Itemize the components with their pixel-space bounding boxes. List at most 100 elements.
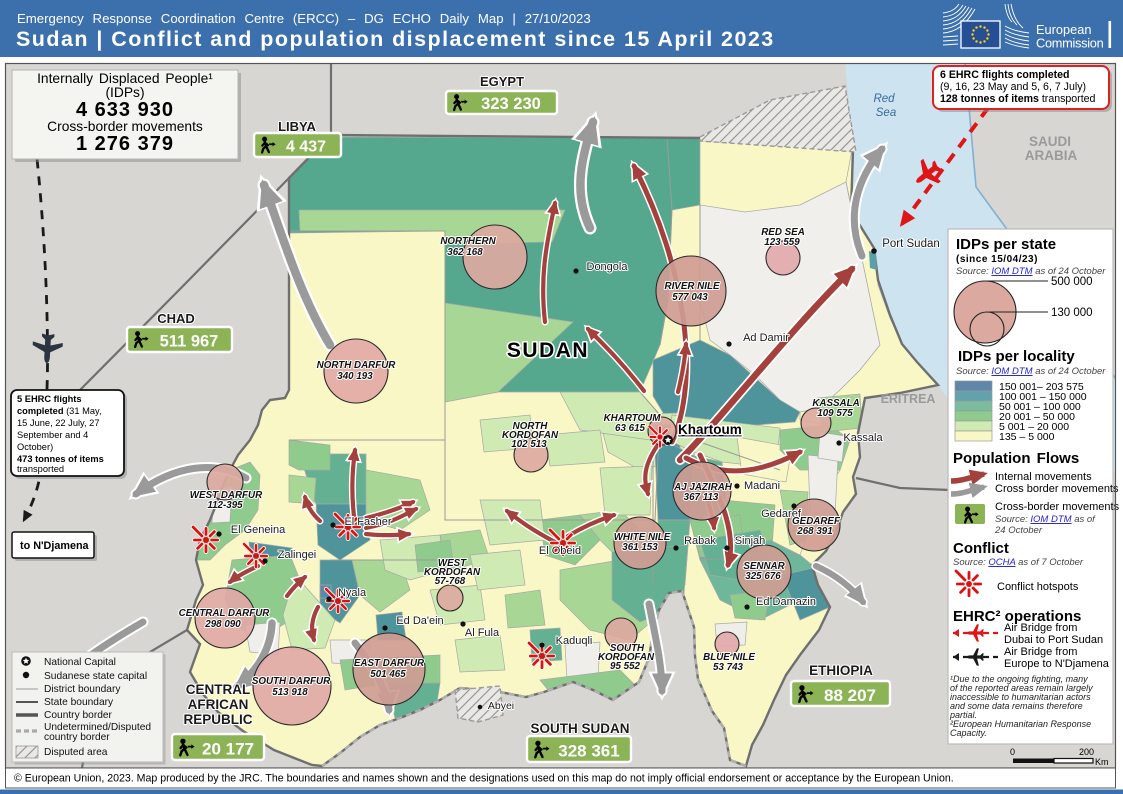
svg-text:Emergency Response Coordinatio: Emergency Response Coordination Centre (… bbox=[17, 11, 591, 26]
svg-text:El Fasher: El Fasher bbox=[344, 516, 391, 528]
svg-text:RIVER NILE: RIVER NILE bbox=[665, 281, 720, 292]
svg-text:340 193: 340 193 bbox=[337, 371, 373, 382]
svg-text:53 743: 53 743 bbox=[713, 662, 744, 673]
svg-text:Al Fula: Al Fula bbox=[465, 627, 500, 639]
svg-text:268 391: 268 391 bbox=[796, 526, 832, 537]
svg-text:367 113: 367 113 bbox=[684, 492, 719, 503]
svg-text:transported: transported bbox=[17, 464, 64, 474]
svg-text:95 552: 95 552 bbox=[610, 661, 641, 672]
svg-text:(since 15/04/23): (since 15/04/23) bbox=[956, 254, 1038, 265]
svg-text:EAST DARFUR: EAST DARFUR bbox=[354, 658, 425, 669]
svg-text:328 361: 328 361 bbox=[558, 742, 619, 761]
svg-text:SOUTH: SOUTH bbox=[610, 643, 645, 654]
svg-text:WEST DARFUR: WEST DARFUR bbox=[190, 490, 263, 501]
svg-text:50 001 – 100 000: 50 001 – 100 000 bbox=[999, 401, 1081, 413]
svg-text:Country border: Country border bbox=[44, 710, 113, 721]
svg-text:District boundary: District boundary bbox=[44, 684, 121, 695]
svg-text:325 676: 325 676 bbox=[745, 571, 781, 582]
svg-text:20 177: 20 177 bbox=[202, 740, 254, 759]
svg-text:577 043: 577 043 bbox=[672, 292, 708, 303]
svg-text:NORTH: NORTH bbox=[513, 421, 549, 432]
svg-text:298 090: 298 090 bbox=[204, 619, 241, 630]
svg-text:123 559: 123 559 bbox=[764, 237, 800, 248]
svg-text:361 153: 361 153 bbox=[622, 542, 658, 553]
svg-text:Undetermined/Disputed: Undetermined/Disputed bbox=[44, 722, 151, 733]
svg-text:Kassala: Kassala bbox=[843, 432, 883, 444]
svg-text:Km: Km bbox=[1095, 757, 1109, 767]
svg-text:128 tonnes of items transporte: 128 tonnes of items transported bbox=[940, 93, 1096, 105]
svg-text:European: European bbox=[1036, 22, 1092, 37]
svg-text:Air Bridge from: Air Bridge from bbox=[1004, 646, 1077, 658]
svg-text:SUDAN: SUDAN bbox=[507, 339, 589, 362]
svg-text:Ed Da'ein: Ed Da'ein bbox=[396, 615, 443, 627]
svg-text:October): October) bbox=[17, 442, 53, 452]
svg-text:112-395: 112-395 bbox=[207, 500, 243, 511]
svg-text:Internally Displaced People¹: Internally Displaced People¹ bbox=[37, 71, 213, 86]
svg-text:Source: IOM DTM as of: Source: IOM DTM as of bbox=[995, 514, 1096, 525]
svg-text:24 October: 24 October bbox=[994, 525, 1043, 536]
svg-text:WEST: WEST bbox=[438, 558, 467, 569]
svg-text:SOUTH DARFUR: SOUTH DARFUR bbox=[252, 676, 331, 687]
svg-text:Cross border movements: Cross border movements bbox=[995, 483, 1119, 495]
svg-text:Abyei: Abyei bbox=[488, 700, 514, 712]
svg-text:150 001– 203 575: 150 001– 203 575 bbox=[999, 381, 1084, 393]
svg-text:CENTRAL: CENTRAL bbox=[186, 682, 251, 697]
svg-text:Gedaref: Gedaref bbox=[761, 508, 802, 520]
svg-text:BLUE NILE: BLUE NILE bbox=[703, 652, 755, 663]
svg-text:0: 0 bbox=[1010, 747, 1015, 757]
svg-text:100 001 – 150 000: 100 001 – 150 000 bbox=[999, 391, 1087, 403]
svg-text:LIBYA: LIBYA bbox=[278, 119, 316, 134]
svg-text:500 000: 500 000 bbox=[1051, 276, 1093, 288]
svg-text:Disputed area: Disputed area bbox=[44, 747, 108, 758]
svg-text:473 tonnes of items: 473 tonnes of items bbox=[17, 454, 104, 464]
svg-text:Kaduqli: Kaduqli bbox=[556, 635, 593, 647]
svg-text:AJ JAZIRAH: AJ JAZIRAH bbox=[673, 482, 733, 493]
svg-text:El Geneina: El Geneina bbox=[231, 524, 286, 536]
svg-text:15 June, 22 July, 27: 15 June, 22 July, 27 bbox=[17, 418, 100, 428]
svg-text:200: 200 bbox=[1079, 747, 1094, 757]
svg-text:GEDAREF: GEDAREF bbox=[792, 516, 841, 527]
svg-text:KASSALA: KASSALA bbox=[812, 398, 859, 409]
svg-text:NORTH DARFUR: NORTH DARFUR bbox=[317, 360, 397, 371]
svg-text:completed (31 May,: completed (31 May, bbox=[17, 406, 102, 416]
svg-text:Zalingei: Zalingei bbox=[278, 549, 317, 561]
svg-text:Cross-border movements: Cross-border movements bbox=[995, 501, 1120, 513]
svg-text:Commission: Commission bbox=[1036, 36, 1104, 51]
svg-text:IDPs per locality: IDPs per locality bbox=[958, 348, 1075, 365]
svg-text:NORTHERN: NORTHERN bbox=[440, 236, 496, 247]
svg-text:EGYPT: EGYPT bbox=[480, 74, 524, 89]
svg-text:KORDOFAN: KORDOFAN bbox=[502, 430, 559, 441]
svg-text:Red: Red bbox=[873, 93, 895, 105]
svg-text:362 168: 362 168 bbox=[447, 247, 483, 258]
svg-text:REPUBLIC: REPUBLIC bbox=[183, 712, 252, 727]
svg-text:SOUTH SUDAN: SOUTH SUDAN bbox=[530, 721, 629, 736]
svg-text:ETHIOPIA: ETHIOPIA bbox=[809, 663, 873, 678]
svg-text:Khartoum: Khartoum bbox=[678, 422, 742, 437]
svg-text:KORDOFAN: KORDOFAN bbox=[598, 652, 655, 663]
svg-text:4 633 930: 4 633 930 bbox=[76, 99, 174, 121]
svg-text:323 230: 323 230 bbox=[481, 95, 541, 113]
svg-text:CHAD: CHAD bbox=[157, 311, 195, 326]
svg-text:Sudan | Conflict and populatio: Sudan | Conflict and population displace… bbox=[16, 27, 775, 51]
svg-text:September and 4: September and 4 bbox=[17, 430, 88, 440]
svg-text:country border: country border bbox=[44, 732, 110, 743]
svg-text:(9, 16, 23 May and 5, 6, 7 Jul: (9, 16, 23 May and 5, 6, 7 July) bbox=[940, 81, 1086, 93]
svg-text:Sinjah: Sinjah bbox=[735, 535, 766, 547]
svg-text:AFRICAN: AFRICAN bbox=[188, 697, 249, 712]
svg-text:135 – 5 000: 135 – 5 000 bbox=[999, 431, 1055, 443]
svg-text:¹Due to the ongoing fighting,: ¹Due to the ongoing fighting, many bbox=[950, 674, 1088, 684]
svg-text:109 575: 109 575 bbox=[817, 408, 853, 419]
svg-text:SAUDI: SAUDI bbox=[1029, 134, 1071, 149]
svg-text:(IDPs): (IDPs) bbox=[105, 85, 144, 100]
svg-text:RED SEA: RED SEA bbox=[761, 227, 805, 238]
svg-text:EHRC² operations: EHRC² operations bbox=[953, 608, 1081, 625]
svg-text:511 967: 511 967 bbox=[160, 333, 219, 351]
svg-text:SENNAR: SENNAR bbox=[743, 561, 785, 572]
svg-text:© European Union, 2023. Map pr: © European Union, 2023. Map produced by … bbox=[14, 773, 954, 785]
svg-text:and some data remains therefor: and some data remains therefore bbox=[950, 701, 1083, 711]
svg-text:57-768: 57-768 bbox=[435, 576, 466, 587]
svg-text:Dubai to Port Sudan: Dubai to Port Sudan bbox=[1004, 634, 1103, 646]
svg-text:²European Humanitarian Respons: ²European Humanitarian Response bbox=[950, 719, 1091, 729]
svg-text:partial.: partial. bbox=[949, 710, 977, 720]
svg-text:Port Sudan: Port Sudan bbox=[882, 238, 940, 250]
